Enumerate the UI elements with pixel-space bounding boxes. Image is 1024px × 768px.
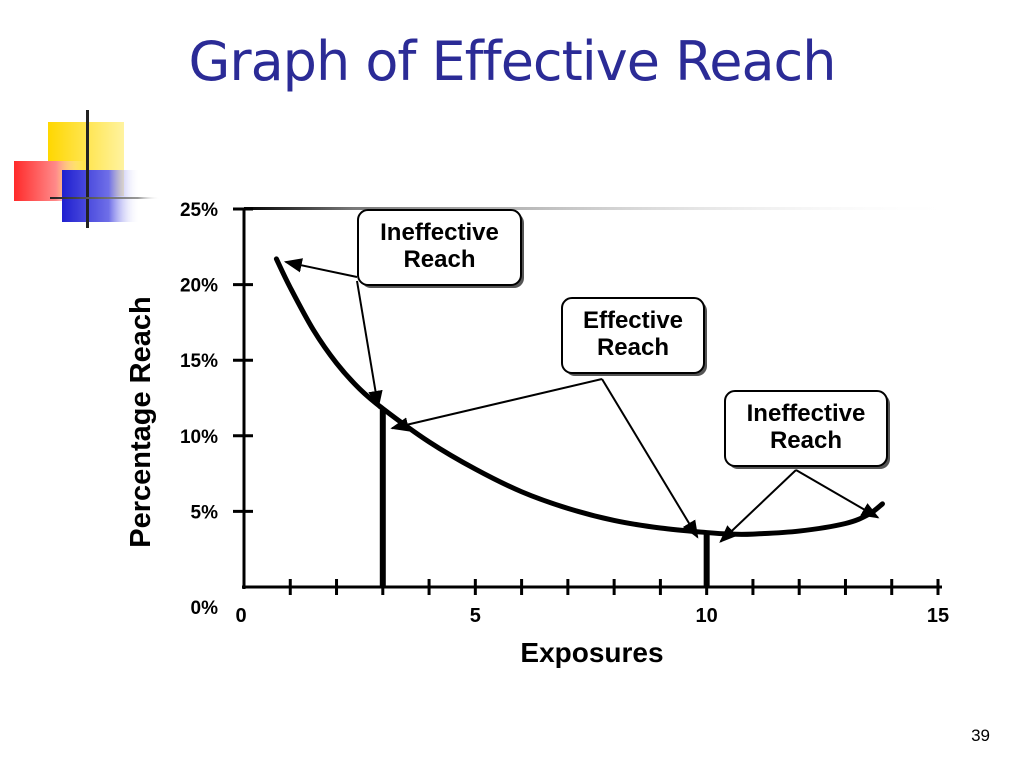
callout-arrow — [601, 378, 699, 539]
deco-vertical-line — [86, 110, 89, 228]
reach-curve — [273, 256, 885, 537]
x-axis-label: Exposures — [520, 637, 663, 668]
callout-arrow — [390, 378, 603, 432]
x-tick-label: 10 — [696, 605, 718, 627]
callout-box — [561, 297, 705, 374]
y-tick-label: 15% — [180, 351, 218, 372]
curve-layer — [273, 256, 885, 587]
page-number: 39 — [971, 726, 990, 745]
top-fade-line — [244, 207, 964, 210]
callout-line1: Effective — [583, 307, 683, 334]
x-tick-label: 5 — [470, 605, 481, 627]
callout-arrow — [719, 469, 797, 543]
x-tick-label: 0 — [235, 605, 246, 627]
y-tick-label: 25% — [180, 200, 218, 221]
x-tick-label: 15 — [927, 605, 949, 627]
y-tick-label: 20% — [180, 276, 218, 297]
deco-blue-square — [62, 170, 140, 222]
y-axis-label: Percentage Reach — [125, 296, 157, 547]
callout-arrow — [356, 280, 383, 409]
callout-line2: Reach — [770, 427, 842, 454]
callout-line2: Reach — [597, 334, 669, 361]
callout-line1: Ineffective — [747, 400, 866, 427]
callout-arrow — [283, 258, 358, 278]
callout-arrow — [795, 469, 880, 519]
y-tick-label: 5% — [191, 502, 219, 523]
annotation-layer: IneffectiveReachEffectiveReachIneffectiv… — [283, 209, 890, 543]
callout-line1: Ineffective — [380, 219, 499, 246]
axes: 0% 5% 10% 15% 20% 25% 0 5 10 15 — [180, 200, 949, 627]
deco-horizontal-line — [50, 197, 160, 199]
callout-box — [724, 390, 888, 467]
callout-box — [357, 209, 522, 286]
y-tick-label: 10% — [180, 427, 218, 448]
callout-line2: Reach — [403, 246, 475, 273]
y-tick-label: 0% — [191, 598, 219, 619]
decorative-squares — [14, 110, 160, 228]
slide-title: Graph of Effective Reach — [188, 30, 837, 93]
